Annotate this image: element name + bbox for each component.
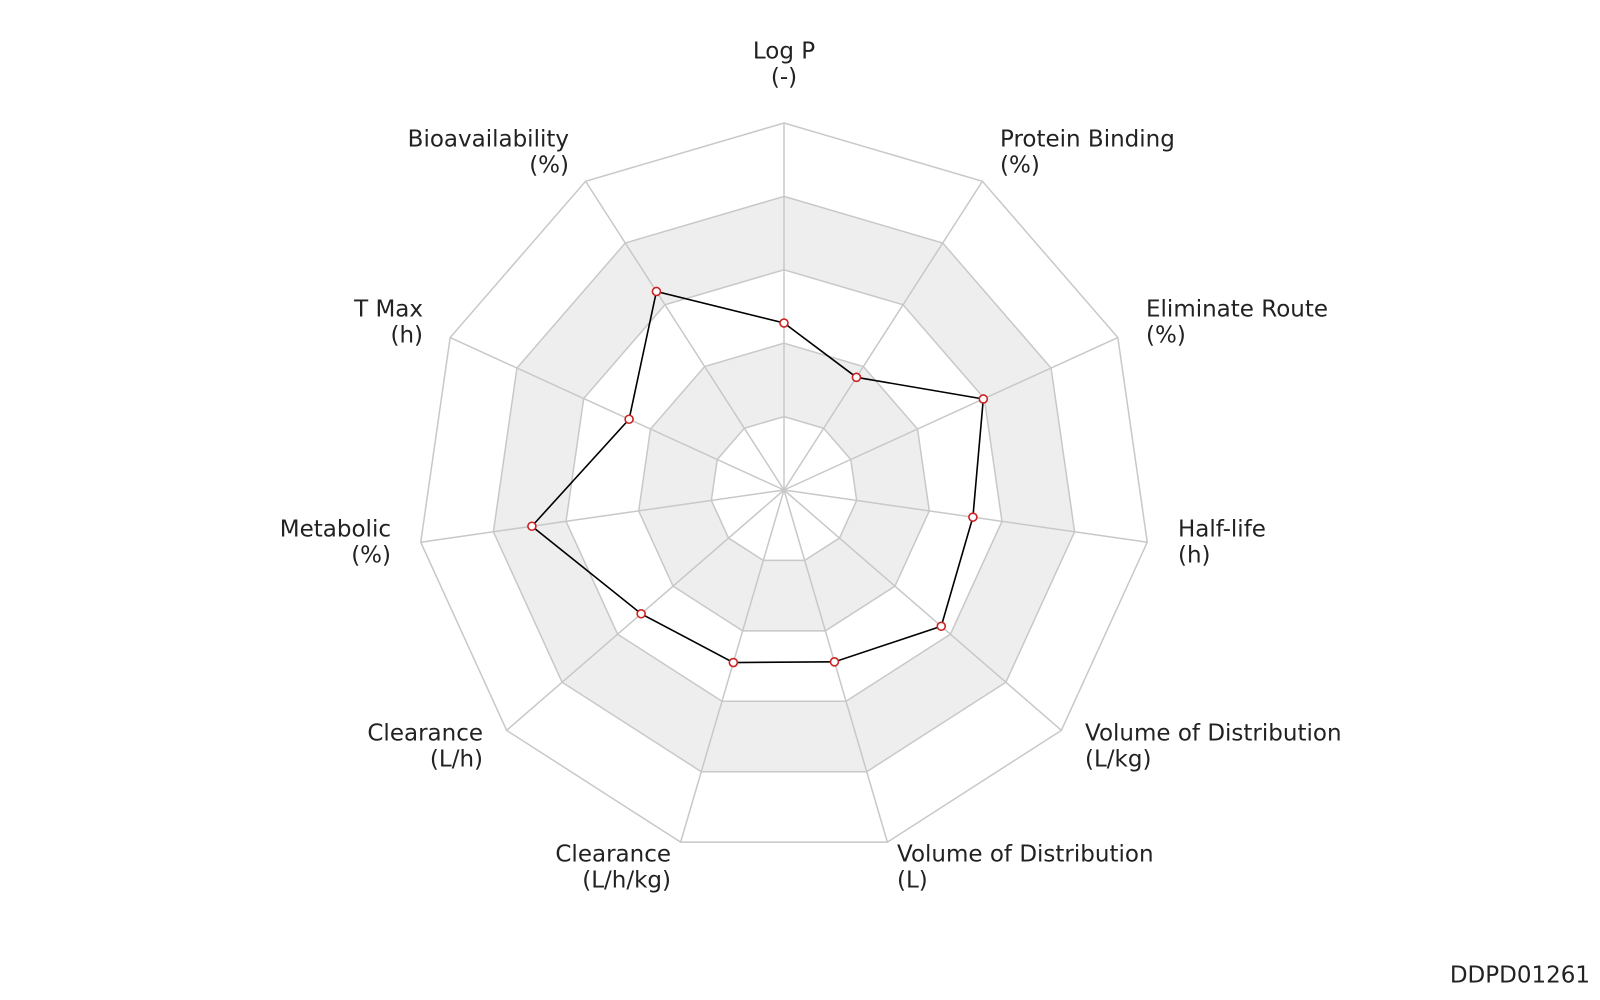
axis-spoke [783,336,1119,491]
axis-spoke [420,489,785,543]
series-line [530,290,985,664]
axis-unit: (L/kg) [1085,747,1151,773]
axis-unit: (L/h) [430,747,483,773]
axis-label: Protein Binding [1000,127,1175,153]
axis-label: Metabolic [280,517,391,543]
data-point [624,414,634,425]
axis-label: Eliminate Route [1146,297,1328,323]
axis-unit: (h) [390,323,423,349]
axis-unit: (L/h/kg) [582,868,671,894]
axis-unit: (L) [897,868,928,894]
axis-spoke [783,489,1062,731]
data-point [851,372,862,383]
data-point [527,521,537,532]
axis-label: Clearance [555,842,671,868]
axis-label: Half-life [1178,517,1266,543]
data-point [978,394,989,404]
axis-label: Clearance [367,721,483,747]
data-point [968,512,978,522]
axis-unit: (h) [1178,543,1211,569]
data-point [651,286,662,297]
axis-unit: (-) [771,65,797,91]
axis-spoke [783,180,984,491]
axis-label: T Max [353,297,423,323]
axis-label: Volume of Distribution [1085,721,1342,747]
axis-unit: (%) [1146,323,1186,349]
axis-unit: (%) [529,153,569,179]
data-point [779,318,789,328]
axis-label: Bioavailability [408,127,569,153]
axis-unit: (%) [1000,153,1040,179]
footer-id: DDPD01261 [1450,963,1590,989]
data-point [636,608,646,619]
grid [419,122,1149,843]
data-point [829,657,840,667]
axis-unit: (%) [351,543,391,569]
axis-spoke [783,489,1148,543]
data-point [936,621,947,632]
axis-label: Volume of Distribution [897,842,1154,868]
axis-label: Log P [753,39,815,65]
data-point [728,657,739,668]
axis-spoke [449,336,785,491]
axis-spoke [506,489,785,731]
axis-spoke [584,180,785,491]
